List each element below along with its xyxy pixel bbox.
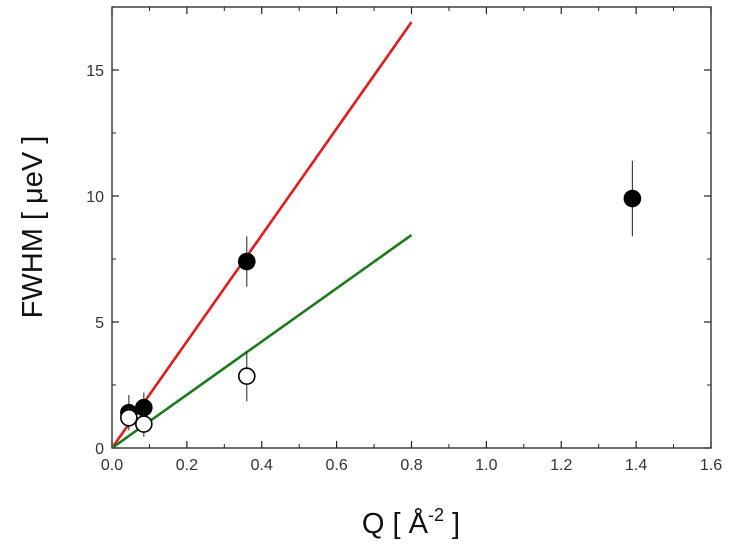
fit-line <box>110 21 413 449</box>
open-data-point <box>237 367 256 385</box>
y-tick-label: 5 <box>95 315 104 332</box>
data-points <box>120 160 642 437</box>
x-tick-label: 1.6 <box>700 457 722 474</box>
fit-lines <box>110 21 413 450</box>
y-tick-label: 10 <box>86 189 104 206</box>
fit-line <box>111 234 413 450</box>
x-tick-label: 0.4 <box>251 457 273 474</box>
x-tick-label: 1.0 <box>475 457 497 474</box>
x-tick-label: 1.4 <box>625 457 647 474</box>
ticks <box>111 7 712 449</box>
filled-data-point <box>623 189 642 208</box>
x-tick-label: 0.8 <box>400 457 422 474</box>
x-tick-label: 0.0 <box>101 457 123 474</box>
tick-labels: 0.0 0.2 0.4 0.6 0.8 1.0 1.2 1.4 1.6 0 5 10 15 <box>86 63 722 474</box>
filled-data-point <box>237 252 256 271</box>
x-axis-label: Q [ Å-2 ] <box>362 505 460 540</box>
plot-frame <box>111 6 712 449</box>
y-axis-label: FWHM [ μeV ] <box>17 136 49 319</box>
x-tick-label: 1.2 <box>550 457 572 474</box>
y-tick-label: 15 <box>86 63 104 80</box>
open-data-point <box>135 415 153 433</box>
x-tick-label: 0.2 <box>176 457 198 474</box>
y-tick-label: 0 <box>95 441 104 458</box>
open-data-point <box>120 408 138 427</box>
x-tick-label: 0.6 <box>326 457 348 474</box>
